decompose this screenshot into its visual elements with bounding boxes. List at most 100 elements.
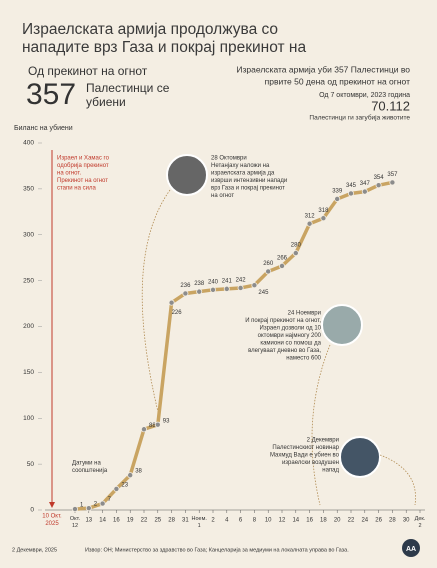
x-tick-label: 12 [279,518,286,524]
y-tick-label: 100 [23,415,34,422]
y-tick-label: 300 [23,231,34,238]
annotation-line: на огнот [211,193,234,199]
data-point [85,505,92,512]
logo-badge [402,539,420,557]
x-tick-label: 4 [225,518,229,524]
annotation-line: влегуваат дневно во Газа, [248,348,321,354]
data-label: 226 [172,310,183,316]
annotation-line: на огнот. [57,171,81,177]
data-point [140,426,147,433]
x-tick-label: 18 [320,518,327,524]
annotation-date: 2 Декември [307,438,339,444]
leader [379,454,416,506]
ceasefire-arrow [49,502,55,508]
data-point [223,285,230,292]
left-number: 357 [26,78,76,111]
annotation-date: 28 Октомври [211,156,247,162]
y-tick-label: 150 [23,369,34,376]
data-point [251,282,258,289]
data-label: 354 [374,175,385,181]
annotation-line: израелската армија да [211,171,275,177]
data-label: 240 [208,279,219,285]
data-point [72,506,79,513]
data-point [209,286,216,293]
y-tick-label: 50 [27,461,35,468]
right-line: Израелската армија уби 357 Палестинци во [236,64,410,74]
x-tick-label: 16 [306,518,313,524]
data-point [334,195,341,202]
title-line: Израелската армија продолжува со [22,21,278,38]
data-label: 236 [180,283,191,289]
data-point [292,250,299,257]
data-label: 238 [194,281,205,287]
data-label: 357 [387,172,398,178]
data-label: 7 [108,497,112,503]
x-tick-label: Дек. 2 [415,516,426,529]
data-point [347,190,354,197]
annotation-line: изврши интензивни напади [211,178,287,184]
leader [311,344,331,506]
x-tick-label: Окт. 12 [70,516,81,529]
data-label: 345 [346,183,357,189]
x-tick-label: 19 [127,518,134,524]
annotation-line: врз Газа и покрај прекинот [211,186,285,192]
annotation-line: Прекинот на огнот [57,178,108,184]
left-caption: Од прекинот на огнот [28,64,148,78]
data-label: 260 [263,261,274,267]
data-label: 2 [94,502,98,508]
y-tick-label: 350 [23,186,34,193]
data-label: 347 [360,181,371,187]
title-line: нападите врз Газа и покрај прекинот на [22,39,306,56]
x-tick-label: 2 [211,518,215,524]
right-sub: Палестинци ги загубија животите [309,114,410,122]
annotation-line: Махмуд Вади е убиен во [270,453,340,459]
right-line: првите 50 дена од прекинот на огнот [265,76,410,86]
data-point [361,188,368,195]
annotation-line: 2025 [45,521,59,527]
annotation-line: соопштенија [72,468,108,474]
annotation-line: Израел и Хамас го [57,156,110,162]
data-point [154,421,161,428]
data-point [237,284,244,291]
annotation-line: стапи на сила [57,186,96,192]
footer-date: 2 Декември, 2025 [12,547,57,553]
x-tick-label: 22 [348,518,355,524]
y-tick-label: 200 [23,323,34,330]
data-point [127,472,134,479]
data-label: 23 [121,482,128,488]
data-label: 241 [222,278,233,284]
left-sub: убиени [86,95,126,109]
x-tick-label: 6 [239,518,243,524]
data-point [265,268,272,275]
annotation-line: И покрај прекинот на огнот, [245,318,321,324]
data-label: 1 [80,503,84,509]
y-axis-label: Биланс на убиени [14,124,73,132]
annotation-line: Датуми на [72,461,101,467]
data-label: 318 [318,208,329,214]
data-point [320,215,327,222]
annotation-line: Нетанјаху наложи на [211,163,270,169]
data-label: 245 [258,290,269,296]
annotation-line: Палестинскиот новинар [272,445,339,451]
data-label: 280 [291,243,302,249]
left-sub: Палестинци се [86,81,170,95]
data-point [168,299,175,306]
x-tick-label: 28 [168,518,175,524]
annotation-line: Израел дозволи од 10 [260,326,322,332]
data-label: 312 [305,213,316,219]
data-point [278,262,285,269]
x-tick-label: 30 [403,518,410,524]
photo [166,154,208,196]
data-point [196,288,203,295]
annotation-line: октомври најмногу 200 [258,333,322,339]
x-tick-label: 14 [292,518,299,524]
data-point [113,485,120,492]
data-point [306,220,313,227]
y-tick-label: 0 [30,507,34,514]
x-tick-label: 26 [375,518,382,524]
annotation-line: камиони со помош да [260,341,321,347]
data-point [375,182,382,189]
y-tick-label: 400 [23,140,34,147]
x-tick-label: 31 [182,518,189,524]
